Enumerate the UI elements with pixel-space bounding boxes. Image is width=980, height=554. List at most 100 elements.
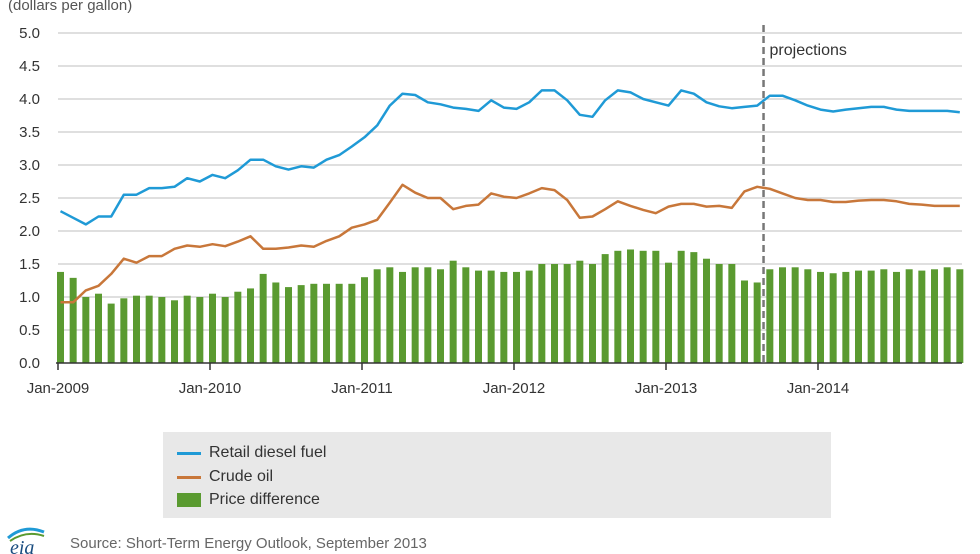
bar-price-difference: [931, 269, 938, 363]
bar-price-difference: [272, 282, 280, 363]
bar-price-difference: [627, 249, 634, 363]
bar-price-difference: [943, 267, 951, 363]
y-axis-units-label: (dollars per gallon): [8, 0, 133, 14]
x-tick-label: Jan-2012: [483, 380, 546, 397]
y-tick-label: 5.0: [19, 25, 40, 42]
bar-price-difference: [361, 277, 368, 363]
bar-price-difference: [715, 264, 723, 363]
bar-price-difference: [462, 267, 470, 363]
bar-price-difference: [614, 250, 622, 363]
bar-price-difference: [791, 267, 799, 363]
x-tick-label: Jan-2011: [331, 380, 392, 397]
bar-price-difference: [158, 297, 166, 363]
bar-price-difference: [221, 297, 229, 363]
bar-price-difference: [893, 271, 900, 363]
y-tick-label: 1.5: [19, 256, 40, 273]
bar-price-difference: [107, 303, 115, 363]
bar-price-difference: [703, 258, 710, 363]
bar-price-difference: [525, 270, 533, 363]
bar-price-difference: [677, 250, 685, 363]
bar-price-difference: [285, 287, 292, 363]
x-tick-label: Jan-2010: [179, 380, 242, 397]
bar-price-difference: [779, 267, 786, 363]
bar-price-difference: [563, 264, 571, 363]
bar-price-difference: [449, 260, 457, 363]
y-tick-label: 3.0: [19, 157, 40, 174]
bar-price-difference: [386, 267, 394, 363]
bar-price-difference: [513, 271, 520, 363]
y-tick-label: 2.0: [19, 223, 40, 240]
eia-logo: eia: [7, 527, 45, 554]
bar-price-difference: [918, 270, 926, 363]
legend-item-difference: Price difference: [177, 491, 320, 509]
y-tick-label: 0.5: [19, 322, 40, 339]
legend-label: Crude oil: [209, 468, 274, 485]
bar-price-difference: [665, 262, 672, 363]
bar-price-difference: [183, 295, 191, 363]
bar-price-difference: [867, 270, 875, 363]
bar-price-difference: [323, 283, 330, 363]
bar-price-difference: [690, 252, 698, 363]
bar-price-difference: [348, 283, 356, 363]
bar-price-difference: [589, 264, 596, 363]
bar-price-difference: [95, 293, 102, 363]
legend-swatch-diesel: [177, 451, 201, 455]
x-tick-label: Jan-2014: [787, 380, 850, 397]
bar-price-difference: [487, 270, 495, 363]
bar-price-difference: [855, 270, 862, 363]
bar-price-difference: [804, 269, 812, 363]
bar-price-difference: [880, 269, 888, 363]
source-note: Source: Short-Term Energy Outlook, Septe…: [70, 535, 427, 552]
bar-price-difference: [639, 250, 647, 363]
y-tick-label: 4.5: [19, 58, 40, 75]
bar-price-difference: [817, 271, 824, 363]
bar-price-difference: [259, 273, 267, 363]
bar-price-difference: [234, 291, 242, 363]
bar-price-difference: [500, 271, 508, 363]
bar-price-difference: [145, 295, 153, 363]
bar-price-difference: [133, 295, 140, 363]
bar-price-difference: [247, 288, 254, 363]
bar-price-difference: [652, 250, 660, 363]
bar-price-difference: [209, 293, 216, 363]
bar-price-difference: [766, 269, 774, 363]
bar-price-difference: [905, 269, 913, 363]
bar-price-difference: [601, 254, 609, 363]
legend-swatch-difference: [177, 493, 201, 507]
bar-price-difference: [538, 264, 546, 363]
bar-price-difference: [335, 283, 343, 363]
line-retail-diesel: [59, 89, 960, 226]
y-tick-label: 3.5: [19, 124, 40, 141]
y-tick-label: 4.0: [19, 91, 40, 108]
y-tick-label: 0.0: [19, 355, 40, 372]
bar-price-difference: [829, 273, 837, 363]
bar-price-difference: [297, 285, 305, 363]
projection-label: projections: [770, 42, 847, 59]
bar-price-difference: [741, 280, 748, 363]
bar-price-difference: [82, 297, 90, 363]
bar-price-difference: [196, 297, 204, 363]
legend: Retail diesel fuel Crude oil Price diffe…: [163, 432, 831, 518]
bar-price-difference: [310, 283, 318, 363]
legend-item-crude: Crude oil: [177, 468, 273, 486]
bar-price-difference: [57, 271, 64, 363]
bar-price-difference: [551, 264, 558, 363]
bar-price-difference: [373, 269, 381, 363]
bar-price-difference: [171, 300, 178, 363]
bar-price-difference: [437, 269, 444, 363]
bar-price-difference: [411, 267, 419, 363]
bar-price-difference: [956, 269, 964, 363]
legend-label: Retail diesel fuel: [209, 444, 327, 461]
bar-price-difference: [399, 271, 406, 363]
legend-swatch-crude: [177, 475, 201, 479]
bar-price-difference: [475, 270, 482, 363]
svg-text:eia: eia: [10, 537, 34, 554]
bar-price-difference: [753, 282, 761, 363]
bar-price-difference: [728, 264, 736, 363]
bar-price-difference: [69, 277, 77, 363]
bar-price-difference: [120, 298, 128, 363]
x-tick-label: Jan-2013: [635, 380, 698, 397]
legend-label: Price difference: [209, 491, 320, 508]
bar-price-difference: [576, 260, 584, 363]
